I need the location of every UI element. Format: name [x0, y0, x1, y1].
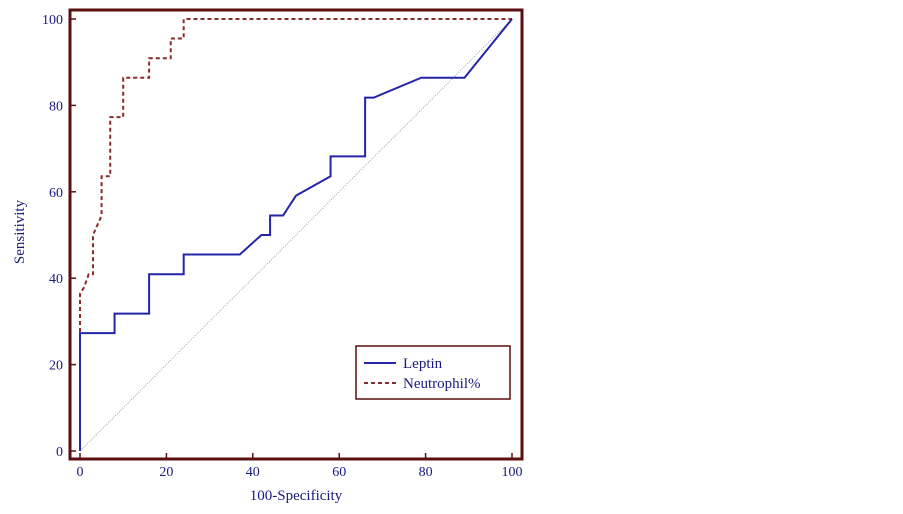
y-tick-label: 100 — [42, 13, 63, 28]
y-tick-label: 40 — [49, 272, 63, 287]
legend-box — [355, 345, 511, 400]
y-tick-label: 20 — [49, 359, 63, 374]
legend: Leptin Neutrophil% — [355, 345, 511, 400]
x-tick-label: 100 — [502, 465, 523, 480]
y-axis-ticks: 0 20 40 60 80 100 — [42, 13, 76, 460]
x-tick-label: 0 — [77, 465, 84, 480]
x-tick-label: 60 — [332, 465, 346, 480]
legend-label-neutrophil: Neutrophil% — [403, 376, 480, 392]
x-axis-title: 100-Specificity — [250, 488, 343, 504]
y-axis-title: Sensitivity — [12, 199, 28, 264]
x-tick-label: 20 — [159, 465, 173, 480]
series-neutrophil-line — [79, 18, 512, 451]
reference-diagonal — [79, 18, 513, 452]
y-tick-label: 80 — [49, 99, 63, 114]
y-tick-label: 60 — [49, 186, 63, 201]
legend-label-leptin: Leptin — [403, 356, 443, 372]
y-tick-label: 0 — [56, 445, 63, 460]
plot-frame — [68, 8, 524, 461]
series-leptin-line — [79, 18, 513, 451]
x-tick-label: 80 — [419, 465, 433, 480]
x-axis-ticks: 0 20 40 60 80 100 — [77, 453, 523, 480]
x-tick-label: 40 — [246, 465, 260, 480]
